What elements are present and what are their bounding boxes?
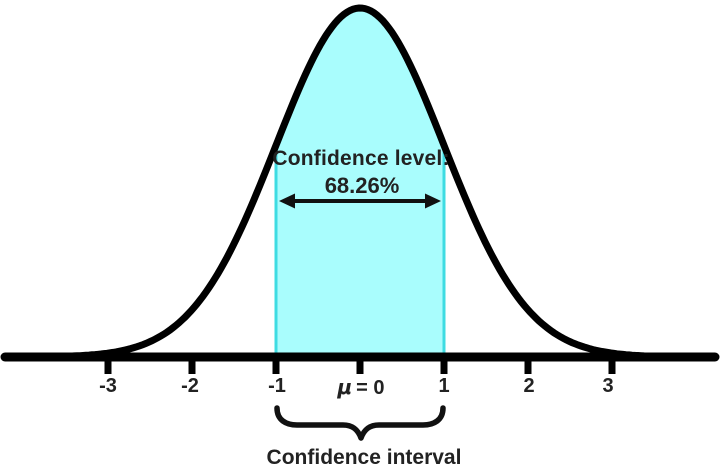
axis-tick-label-2: 2 (523, 375, 535, 397)
arrow-head (425, 193, 441, 209)
axis-tick-label-3: 3 (602, 375, 614, 397)
axis-tick-label-1: 1 (438, 375, 450, 397)
axis-tick-label-neg2: -2 (181, 375, 199, 397)
mu-symbol: μ (337, 375, 353, 399)
confidence-level-label: Confidence level: (272, 147, 450, 170)
shaded-confidence-area (276, 8, 444, 357)
mu-equals-zero: = 0 (356, 377, 385, 399)
axis-tick-label-neg3: -3 (99, 375, 117, 397)
confidence-level-value: 68.26% (324, 173, 400, 198)
arrow-head (279, 193, 295, 209)
normal-curve (1, 4, 717, 361)
interval-brace (274, 405, 446, 441)
interval-arrow (279, 193, 441, 209)
axis-tick-label-neg1: -1 (268, 375, 286, 397)
axis-tick-label-mu: μ = 0 (337, 375, 384, 400)
confidence-interval-label: Confidence interval (266, 446, 462, 469)
